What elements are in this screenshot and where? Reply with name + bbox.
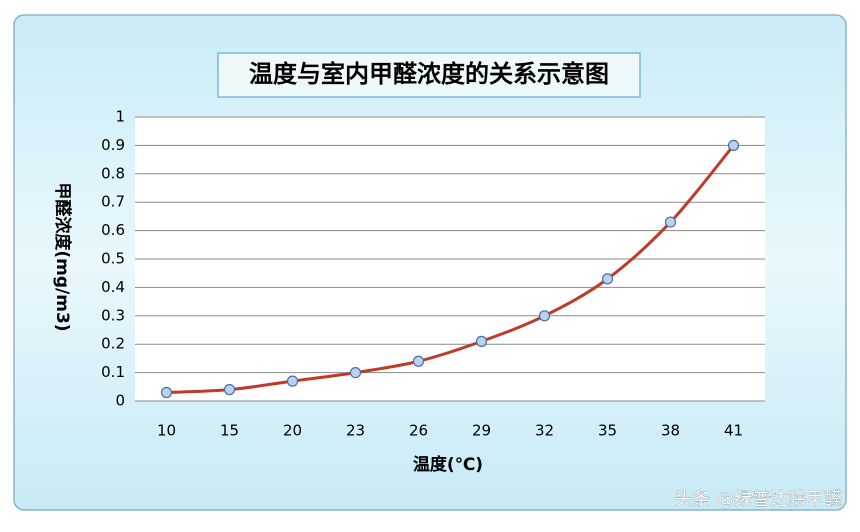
data-point bbox=[349, 367, 362, 379]
y-tick-label: 0.9 bbox=[101, 136, 125, 154]
data-point bbox=[538, 310, 551, 322]
data-point bbox=[664, 216, 677, 228]
data-point bbox=[412, 355, 425, 367]
y-tick-label: 1 bbox=[115, 108, 125, 126]
y-tick-label: 0 bbox=[115, 392, 125, 410]
title-box bbox=[217, 52, 641, 98]
x-tick-label: 15 bbox=[220, 422, 239, 440]
y-tick-label: 0.4 bbox=[101, 278, 125, 296]
x-tick-label: 41 bbox=[724, 422, 743, 440]
y-tick-label: 0.6 bbox=[101, 221, 125, 239]
y-tick-label: 0.5 bbox=[101, 250, 125, 268]
data-point bbox=[601, 273, 614, 285]
x-axis-label: 温度(℃) bbox=[413, 454, 483, 475]
chart-title: 温度与室内甲醛浓度的关系示意图 bbox=[249, 60, 609, 88]
y-tick-label: 0.3 bbox=[101, 306, 125, 324]
x-tick-label: 35 bbox=[598, 422, 617, 440]
data-point bbox=[727, 139, 740, 151]
y-tick-label: 0.8 bbox=[101, 164, 125, 182]
data-line bbox=[166, 144, 735, 394]
y-tick-label: 0.2 bbox=[101, 335, 125, 353]
y-axis-label: 甲醛浓度(mg/m3) bbox=[52, 182, 73, 331]
x-tick-label: 26 bbox=[409, 422, 428, 440]
watermark: 头条 @绿普达除甲醛 bbox=[674, 489, 842, 510]
x-tick-label: 32 bbox=[535, 422, 554, 440]
data-point bbox=[160, 386, 173, 399]
x-tick-label: 10 bbox=[157, 422, 176, 440]
data-point bbox=[475, 335, 488, 347]
y-tick-label: 0.1 bbox=[101, 363, 125, 381]
y-tick-label: 0.7 bbox=[101, 193, 125, 211]
x-tick-label: 23 bbox=[346, 422, 365, 440]
data-point bbox=[286, 375, 299, 387]
x-tick-label: 20 bbox=[283, 422, 302, 440]
x-tick-label: 38 bbox=[661, 422, 680, 440]
x-tick-label: 29 bbox=[472, 422, 491, 440]
data-point bbox=[223, 384, 236, 396]
